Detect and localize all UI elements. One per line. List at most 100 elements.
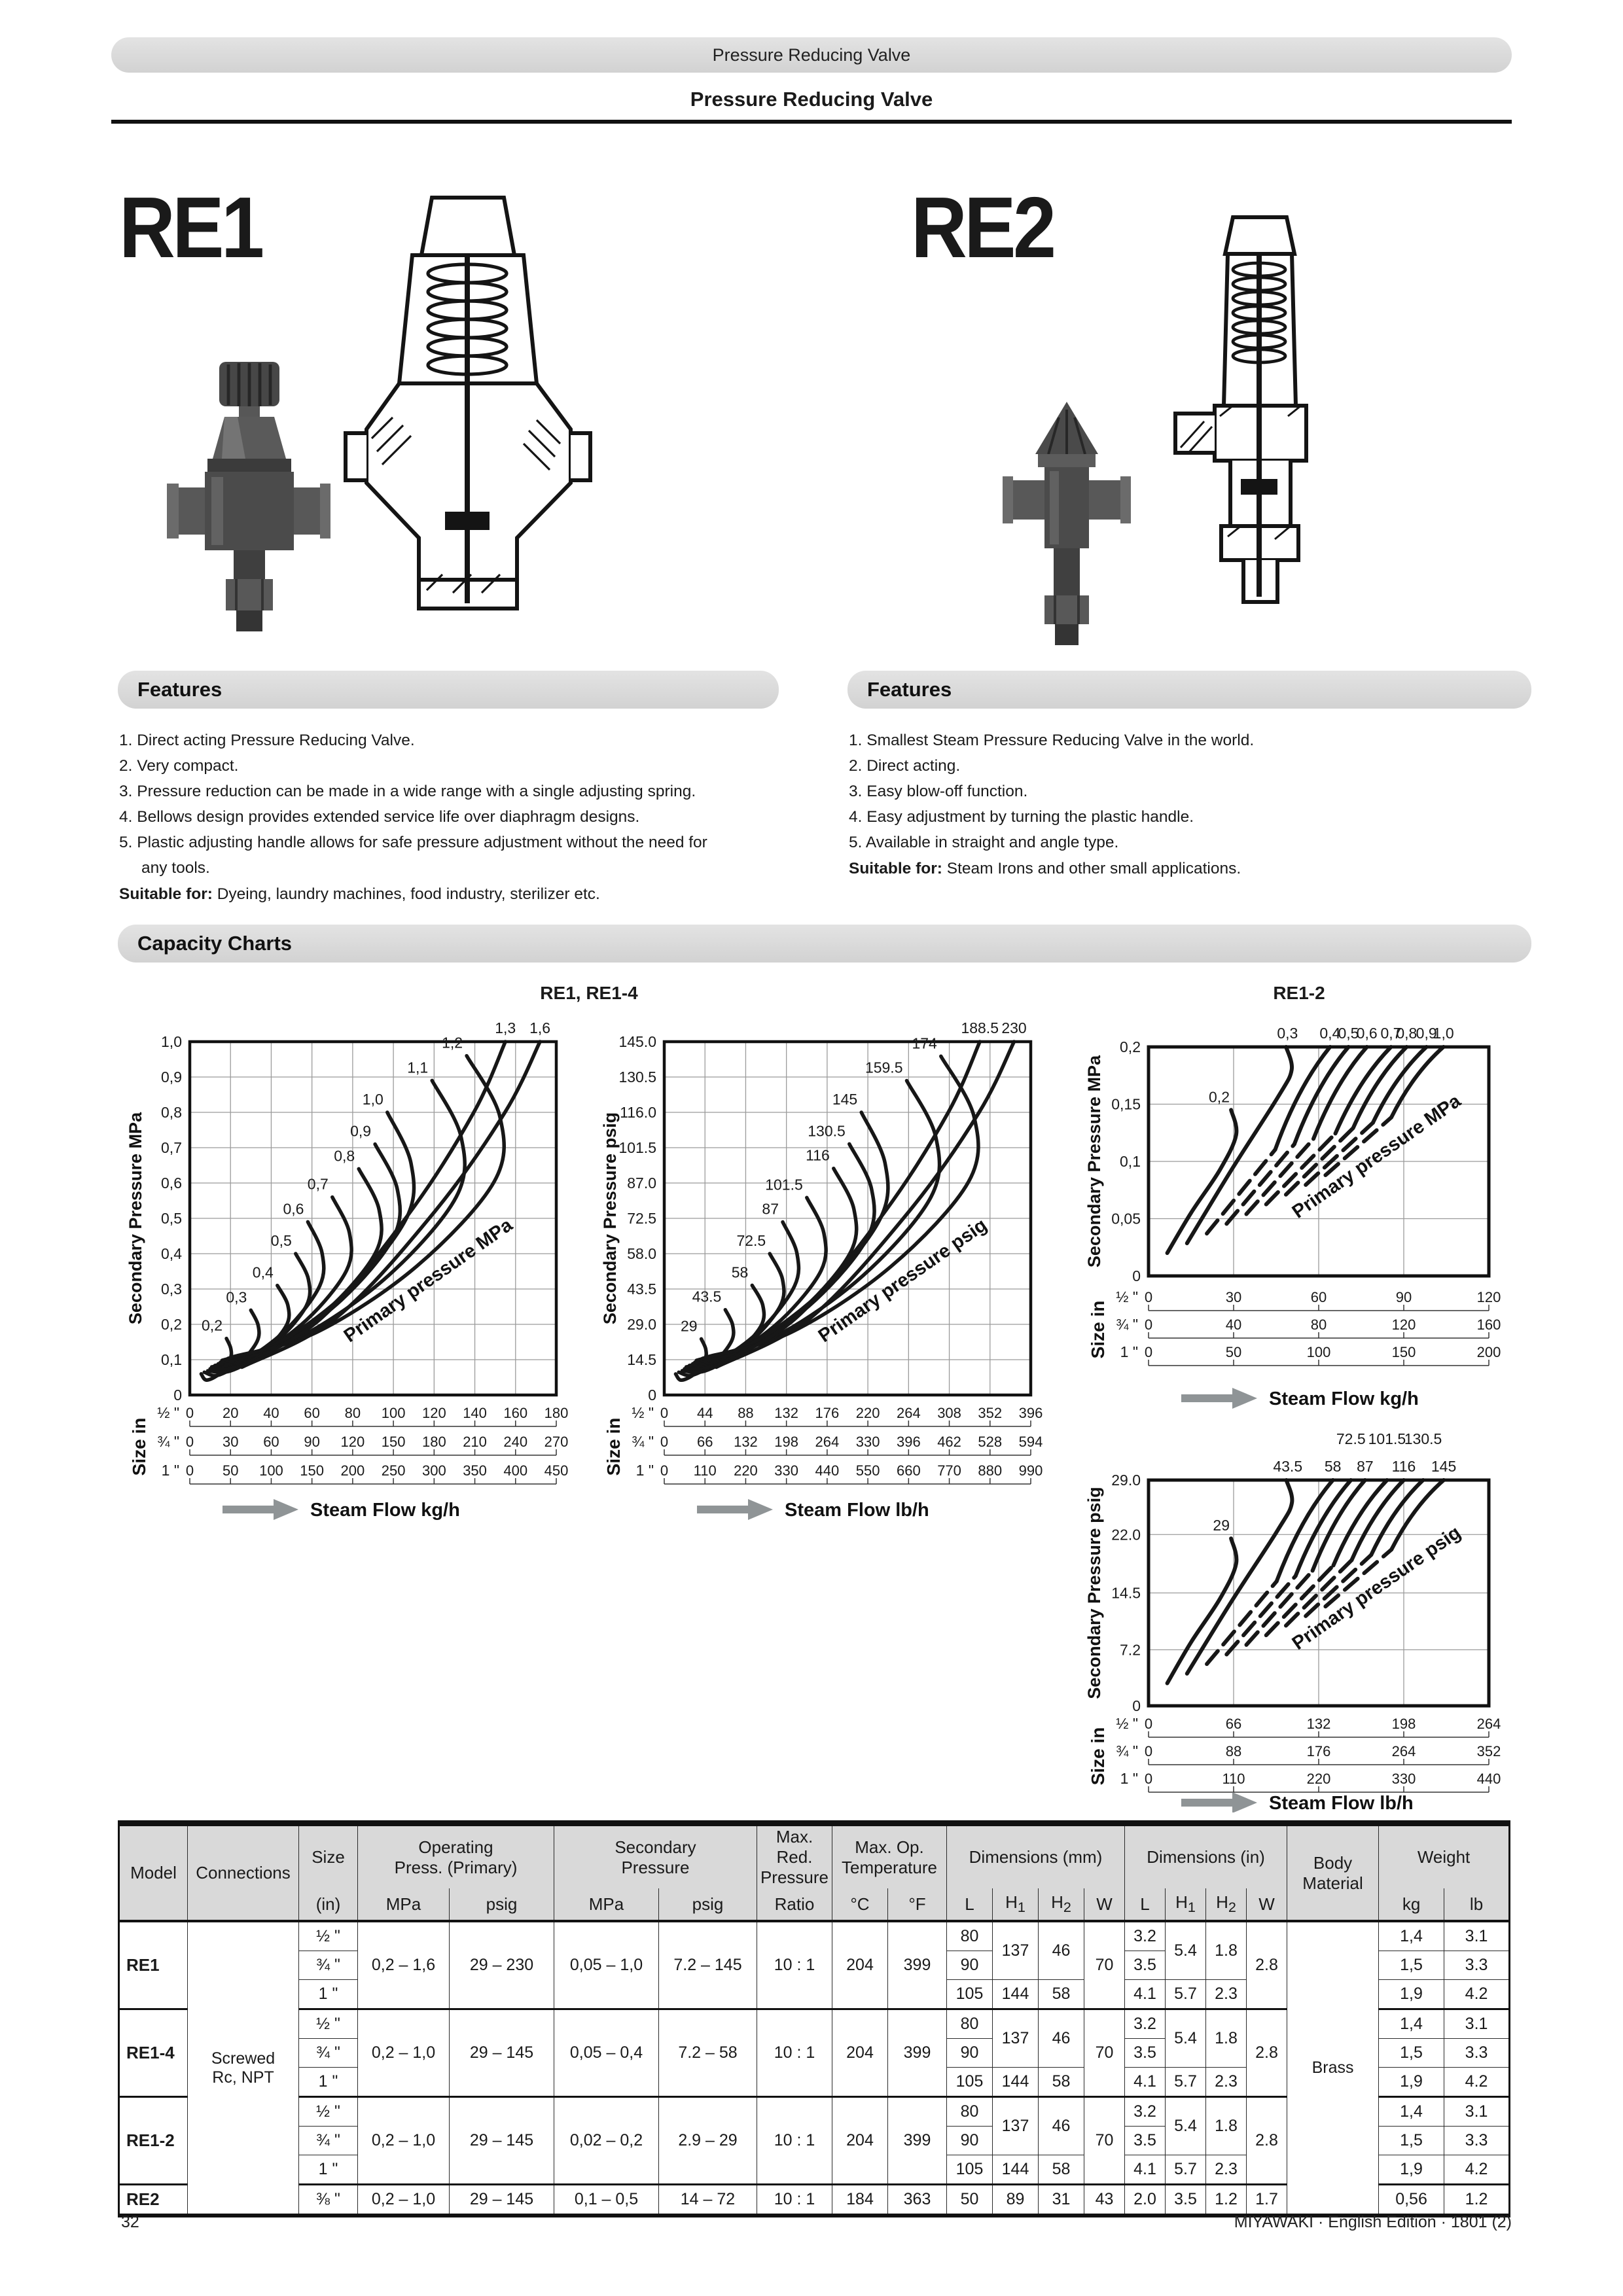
spec-cell: ½ " xyxy=(298,2096,358,2127)
svg-text:188.5: 188.5 xyxy=(961,1019,999,1036)
spec-cell: 1.8 xyxy=(1205,1920,1247,1980)
svg-text:1 ": 1 " xyxy=(1120,1343,1138,1360)
re2-features-list: 1. Smallest Steam Pressure Reducing Valv… xyxy=(849,728,1254,881)
svg-text:150: 150 xyxy=(382,1434,406,1450)
svg-text:0,2: 0,2 xyxy=(202,1317,223,1334)
spec-cell: 1,4 xyxy=(1378,1920,1445,1951)
svg-text:0,15: 0,15 xyxy=(1111,1096,1141,1113)
svg-text:0: 0 xyxy=(1132,1697,1141,1714)
svg-text:44: 44 xyxy=(697,1405,713,1421)
svg-text:1,6: 1,6 xyxy=(529,1019,550,1036)
svg-text:352: 352 xyxy=(1477,1743,1501,1759)
svg-text:29: 29 xyxy=(1213,1517,1230,1534)
svg-text:0: 0 xyxy=(660,1462,668,1479)
svg-text:40: 40 xyxy=(263,1405,279,1421)
spec-cell: 1,9 xyxy=(1378,1979,1445,2009)
page-title: Pressure Reducing Valve xyxy=(690,88,933,111)
spec-cell: ⅜ " xyxy=(298,2183,358,2216)
svg-text:1,0: 1,0 xyxy=(161,1033,182,1050)
svg-text:¾ ": ¾ " xyxy=(1116,1316,1138,1333)
svg-text:528: 528 xyxy=(978,1434,1002,1450)
svg-text:176: 176 xyxy=(1307,1743,1331,1759)
spec-cell: 1.8 xyxy=(1205,2008,1247,2068)
spec-cell: 5.7 xyxy=(1165,2155,1206,2185)
spec-cell: 7.2 – 58 xyxy=(658,2008,757,2097)
svg-text:396: 396 xyxy=(897,1434,921,1450)
spec-cell: 399 xyxy=(887,1920,947,2009)
spec-header-cell: H2 xyxy=(1038,1888,1084,1921)
svg-text:440: 440 xyxy=(815,1462,840,1479)
svg-text:½ ": ½ " xyxy=(157,1404,179,1421)
spec-cell: 10 : 1 xyxy=(757,2096,832,2185)
svg-text:0: 0 xyxy=(1145,1344,1152,1360)
svg-text:Secondary Pressure psig: Secondary Pressure psig xyxy=(1084,1487,1104,1699)
svg-text:110: 110 xyxy=(694,1462,717,1479)
svg-text:87: 87 xyxy=(762,1201,779,1218)
suitable-for-line: Suitable for: Dyeing, laundry machines, … xyxy=(119,885,600,903)
svg-text:30: 30 xyxy=(1226,1289,1241,1305)
spec-cell: 0,05 – 0,4 xyxy=(554,2008,659,2097)
spec-cell: 3.5 xyxy=(1124,1951,1166,1980)
spec-cell: 80 xyxy=(946,1920,993,1951)
spec-header-cell: kg xyxy=(1378,1888,1445,1921)
feature-item: 3. Pressure reduction can be made in a w… xyxy=(119,783,696,800)
spec-cell: 5.7 xyxy=(1165,2067,1206,2097)
table-row: 1 " 105 144 58 4.1 5.7 2.3 1,9 4.2 xyxy=(119,1979,1510,2009)
spec-cell: 4.1 xyxy=(1124,1979,1166,2009)
svg-text:264: 264 xyxy=(1477,1716,1501,1732)
spec-header-cell: MPa xyxy=(357,1888,450,1921)
svg-text:145: 145 xyxy=(832,1091,857,1108)
feature-item: 5. Available in straight and angle type. xyxy=(849,834,1119,851)
spec-header-cell: L xyxy=(1124,1888,1166,1921)
spec-cell: ¾ " xyxy=(298,2038,358,2068)
svg-text:66: 66 xyxy=(697,1434,713,1450)
svg-text:220: 220 xyxy=(734,1462,758,1479)
spec-cell: 1,5 xyxy=(1378,1951,1445,1980)
svg-text:Size in: Size in xyxy=(129,1418,149,1476)
svg-text:330: 330 xyxy=(1392,1771,1416,1787)
capacity-charts-bar: Capacity Charts xyxy=(118,925,1531,963)
svg-text:20: 20 xyxy=(223,1405,238,1421)
svg-text:101.5: 101.5 xyxy=(618,1139,656,1156)
feature-item: 4. Easy adjustment by turning the plasti… xyxy=(849,808,1194,826)
svg-text:594: 594 xyxy=(1019,1434,1043,1450)
svg-text:58.0: 58.0 xyxy=(627,1245,656,1262)
spec-cell: 5.4 xyxy=(1165,2096,1206,2155)
svg-text:120: 120 xyxy=(422,1405,446,1421)
spec-cell: ½ " xyxy=(298,1920,358,1951)
chart-title-re1-2: RE1-2 xyxy=(1273,983,1325,1003)
feature-item: 1. Smallest Steam Pressure Reducing Valv… xyxy=(849,732,1255,749)
svg-text:0,3: 0,3 xyxy=(226,1288,247,1305)
spec-cell: 3.3 xyxy=(1444,2126,1510,2155)
svg-text:264: 264 xyxy=(897,1405,921,1421)
spec-header-cell: Max. Op. Temperature xyxy=(832,1823,947,1888)
svg-text:132: 132 xyxy=(1307,1716,1331,1732)
spec-header-cell: H1 xyxy=(1165,1888,1206,1921)
spec-cell: 5.4 xyxy=(1165,1920,1206,1980)
table-row: RE1-4 ½ " 0,2 – 1,0 29 – 145 0,05 – 0,4 7.2 –… xyxy=(118,2008,1510,2097)
svg-text:110: 110 xyxy=(1222,1771,1245,1787)
svg-text:120: 120 xyxy=(341,1434,365,1450)
svg-text:210: 210 xyxy=(463,1434,487,1450)
spec-cell: 144 xyxy=(992,2067,1039,2097)
svg-text:198: 198 xyxy=(1392,1716,1416,1732)
svg-text:0,6: 0,6 xyxy=(283,1200,304,1217)
svg-text:1 ": 1 " xyxy=(1120,1770,1138,1787)
spec-cell: 4.1 xyxy=(1124,2155,1166,2185)
svg-text:1 ": 1 " xyxy=(162,1462,179,1479)
re1-product-photo xyxy=(167,362,330,631)
svg-text:180: 180 xyxy=(544,1405,569,1421)
svg-text:1,2: 1,2 xyxy=(442,1034,463,1051)
spec-cell: RE1 xyxy=(118,1920,188,2009)
svg-text:0,3: 0,3 xyxy=(1277,1025,1298,1042)
spec-cell: 70 xyxy=(1084,2096,1125,2185)
spec-cell: 1.7 xyxy=(1245,2183,1288,2216)
re1-features-bar: Features xyxy=(118,671,779,709)
svg-text:270: 270 xyxy=(544,1434,569,1450)
spec-cell: 3.3 xyxy=(1444,1951,1510,1980)
svg-text:0,1: 0,1 xyxy=(161,1351,182,1368)
svg-text:50: 50 xyxy=(223,1462,238,1479)
svg-text:0,05: 0,05 xyxy=(1111,1210,1141,1227)
spec-cell: 90 xyxy=(946,2038,993,2068)
spec-cell: 144 xyxy=(992,1979,1039,2009)
